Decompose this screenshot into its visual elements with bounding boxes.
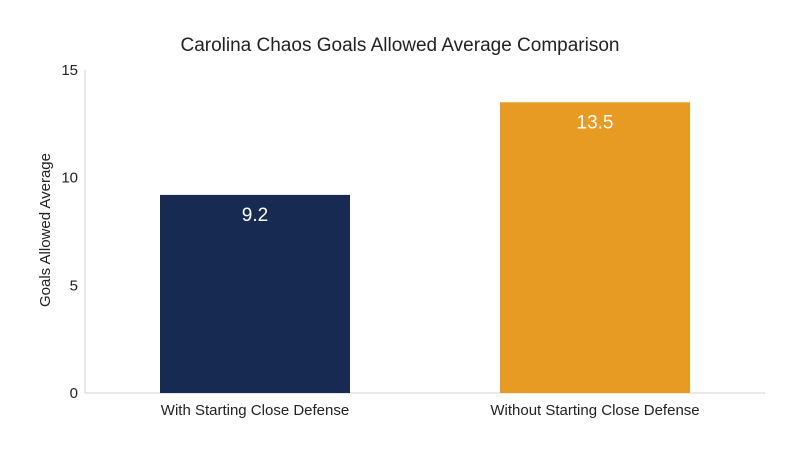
data-labels: 9.2 13.5 [242, 112, 614, 226]
y-tick-label: 10 [61, 170, 78, 187]
chart-title: Carolina Chaos Goals Allowed Average Com… [180, 35, 619, 56]
y-axis-label: Goals Allowed Average [37, 153, 54, 307]
y-tick-label: 0 [70, 385, 78, 402]
bar [160, 194, 350, 393]
bar [500, 102, 690, 394]
bar-value-label: 9.2 [242, 205, 268, 226]
y-tick-labels: 0 5 10 15 [61, 62, 78, 402]
y-tick-label: 15 [61, 62, 78, 79]
y-tick-label: 5 [70, 277, 78, 294]
bars [160, 102, 690, 394]
x-tick-labels: With Starting Close Defense Without Start… [161, 402, 700, 419]
bar-value-label: 13.5 [577, 112, 614, 133]
x-tick-label: With Starting Close Defense [161, 402, 349, 419]
x-tick-label: Without Starting Close Defense [490, 402, 699, 419]
